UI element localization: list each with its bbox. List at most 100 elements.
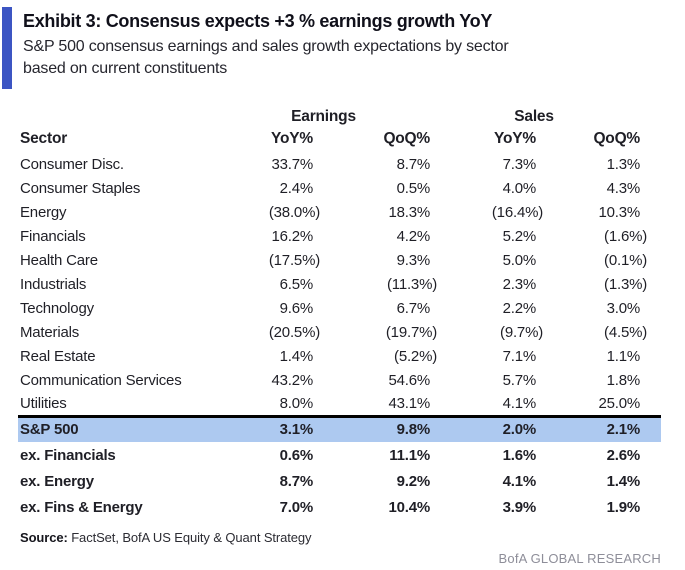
sector-cell: Technology — [20, 299, 94, 317]
value-cell: (4.5%) — [604, 323, 648, 341]
value-cell: 1.4% — [606, 472, 641, 490]
value-cell: 9.3% — [396, 251, 431, 269]
value-cell: 8.0% — [279, 394, 314, 412]
value-cell: 9.2% — [396, 472, 431, 490]
value-cell: 3.0% — [606, 299, 641, 317]
sector-cell: ex. Energy — [20, 472, 94, 490]
source-text: FactSet, BofA US Equity & Quant Strategy — [71, 530, 312, 545]
table-row-s-p-500: S&P 500 3.1% 9.8% 2.0% 2.1% — [18, 414, 662, 442]
value-cell: 1.9% — [606, 498, 641, 516]
sales-yoy-column-header: YoY% — [494, 130, 537, 147]
source-note: Source: FactSet, BofA US Equity & Quant … — [20, 530, 312, 545]
value-cell: 8.7% — [396, 155, 431, 173]
value-cell: 3.9% — [502, 498, 537, 516]
value-cell: 3.1% — [240, 414, 320, 442]
table-row-ex-financials: ex. Financials 0.6% 11.1% 1.6% 2.6% — [18, 442, 661, 468]
value-cell: 4.1% — [502, 394, 537, 412]
sector-cell: Utilities — [20, 394, 67, 412]
exhibit-subtitle-line2: based on current constituents — [23, 60, 228, 77]
sales-qoq-column-header: QoQ% — [593, 130, 641, 147]
table-row-real-estate: Real Estate 1.4% (5.2%) 7.1% 1.1% — [18, 344, 661, 368]
table-row-ex-energy: ex. Energy 8.7% 9.2% 4.1% 1.4% — [18, 468, 661, 494]
source-label: Source: — [20, 530, 68, 545]
exhibit-title: Exhibit 3: Consensus expects +3 % earnin… — [23, 11, 493, 31]
value-cell: 4.1% — [502, 472, 537, 490]
sector-cell: S&P 500 — [18, 414, 240, 442]
value-cell: 33.7% — [271, 155, 313, 173]
table-row-consumer-staples: Consumer Staples 2.4% 0.5% 4.0% 4.3% — [18, 176, 661, 200]
sector-cell: Materials — [20, 323, 80, 341]
value-cell: 54.6% — [388, 371, 431, 389]
value-cell: 9.6% — [279, 299, 314, 317]
value-cell: (0.1%) — [604, 251, 648, 269]
exhibit-subtitle-line1: S&P 500 consensus earnings and sales gro… — [23, 38, 509, 55]
brand-footer: BofA GLOBAL RESEARCH — [498, 551, 661, 566]
earnings-group-header: Earnings — [291, 108, 356, 125]
table-row-industrials: Industrials 6.5% (11.3%) 2.3% (1.3%) — [18, 272, 661, 296]
value-cell: 1.6% — [502, 446, 537, 464]
value-cell: (20.5%) — [268, 323, 320, 341]
value-cell: (17.5%) — [268, 251, 320, 269]
value-cell: 16.2% — [271, 227, 313, 245]
table-row-communication-services: Communication Services 43.2% 54.6% 5.7% 1.8% — [18, 368, 661, 392]
group-header-row: Earnings Sales — [18, 104, 661, 126]
value-cell: 10.3% — [598, 203, 641, 221]
value-cell: 2.4% — [279, 179, 314, 197]
value-cell: (19.7%) — [385, 323, 438, 341]
value-cell: 25.0% — [598, 394, 641, 412]
value-cell: 0.6% — [279, 446, 314, 464]
value-cell: (38.0%) — [268, 203, 320, 221]
value-cell: (16.4%) — [491, 203, 544, 221]
sector-cell: Consumer Disc. — [20, 155, 124, 173]
table-row-materials: Materials (20.5%) (19.7%) (9.7%) (4.5%) — [18, 320, 661, 344]
group-header-spacer — [18, 104, 240, 126]
value-cell: (1.6%) — [604, 227, 648, 245]
earnings-yoy-column-header: YoY% — [271, 130, 313, 147]
value-cell: 43.1% — [388, 394, 431, 412]
sector-cell: Energy — [20, 203, 67, 221]
value-cell: 4.0% — [502, 179, 537, 197]
value-cell: (9.7%) — [500, 323, 544, 341]
sector-cell: Health Care — [20, 251, 98, 269]
value-cell: 6.5% — [279, 275, 314, 293]
value-cell: 43.2% — [271, 371, 313, 389]
sector-cell: Industrials — [20, 275, 87, 293]
value-cell: 11.1% — [389, 446, 431, 464]
table-row-ex-fins-energy: ex. Fins & Energy 7.0% 10.4% 3.9% 1.9% — [18, 494, 661, 520]
earnings-qoq-column-header: QoQ% — [383, 130, 431, 147]
value-cell: 10.4% — [388, 498, 431, 516]
value-cell: 1.1% — [606, 347, 641, 365]
value-cell: 9.8% — [320, 414, 438, 442]
value-cell: 2.0% — [437, 414, 544, 442]
exhibit-header: Exhibit 3: Consensus expects +3 % earnin… — [23, 9, 663, 80]
value-cell: 2.6% — [606, 446, 641, 464]
value-cell: (11.3%) — [387, 275, 438, 293]
value-cell: 4.3% — [606, 179, 641, 197]
value-cell: 18.3% — [388, 203, 431, 221]
value-cell: 5.7% — [502, 371, 537, 389]
value-cell: 7.3% — [502, 155, 537, 173]
value-cell: (5.2%) — [394, 347, 438, 365]
value-cell: 5.0% — [502, 251, 537, 269]
value-cell: 1.4% — [279, 347, 314, 365]
sector-cell: Real Estate — [20, 347, 96, 365]
value-cell: 4.2% — [396, 227, 431, 245]
value-cell: (1.3%) — [604, 275, 648, 293]
sector-cell: Communication Services — [20, 371, 182, 389]
table-row-utilities: Utilities 8.0% 43.1% 4.1% 25.0% — [18, 392, 661, 416]
column-header-row: Sector YoY% QoQ% YoY% QoQ% — [18, 126, 661, 152]
table-row-technology: Technology 9.6% 6.7% 2.2% 3.0% — [18, 296, 661, 320]
sector-growth-table: Earnings Sales Sector YoY% QoQ% YoY% QoQ… — [18, 104, 662, 520]
value-cell: 1.3% — [606, 155, 641, 173]
table-row-energy: Energy (38.0%) 18.3% (16.4%) 10.3% — [18, 200, 661, 224]
sector-cell: ex. Financials — [20, 446, 116, 464]
value-cell: 5.2% — [502, 227, 537, 245]
value-cell: 0.5% — [396, 179, 431, 197]
sector-cell: ex. Fins & Energy — [20, 498, 143, 516]
table-row-financials: Financials 16.2% 4.2% 5.2% (1.6%) — [18, 224, 661, 248]
sector-column-header: Sector — [20, 130, 68, 147]
value-cell: 2.1% — [543, 414, 662, 442]
value-cell: 2.3% — [502, 275, 537, 293]
sales-group-header: Sales — [514, 108, 554, 125]
